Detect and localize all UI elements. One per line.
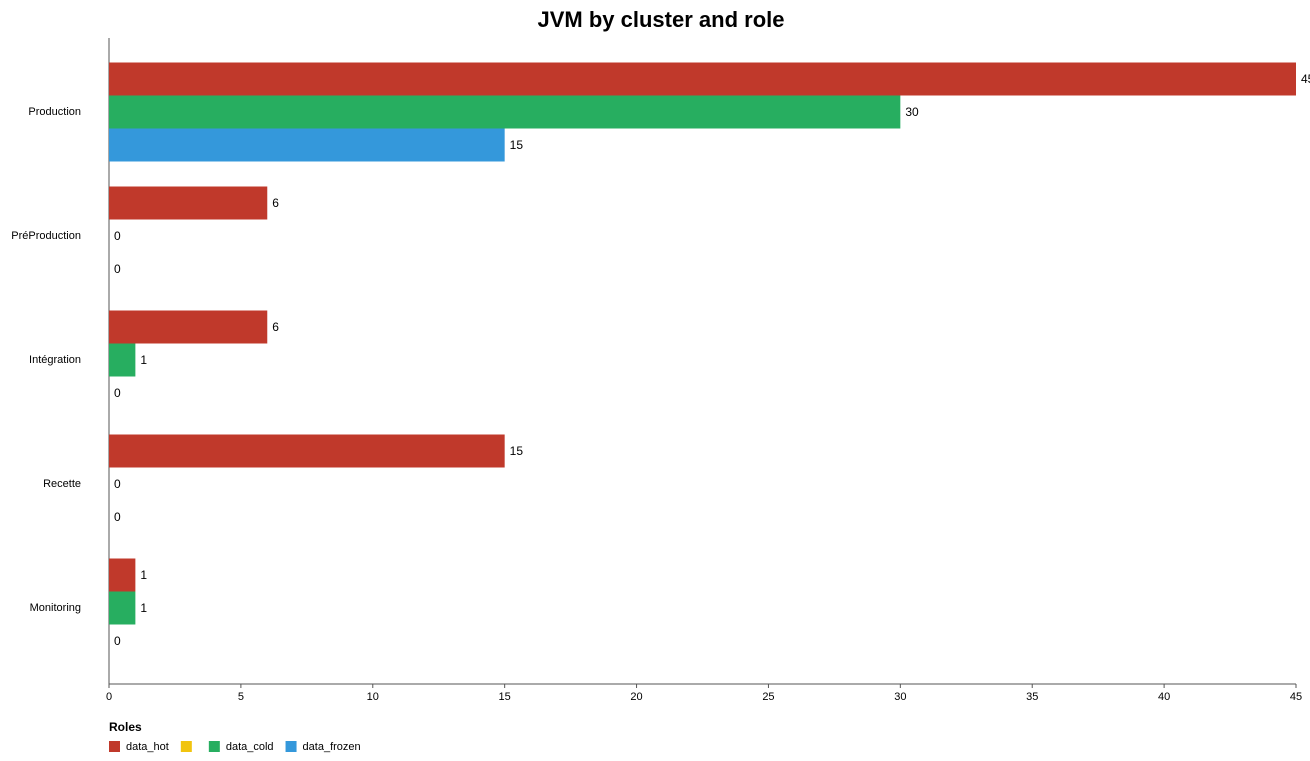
legend-label: data_cold <box>226 741 274 753</box>
bar <box>109 62 1296 96</box>
x-tick-label: 20 <box>630 691 642 703</box>
legend-swatch <box>285 741 297 752</box>
x-tick-label: 0 <box>106 691 112 703</box>
value-label: 1 <box>140 568 147 582</box>
bar <box>109 310 268 344</box>
value-label: 45 <box>1301 72 1310 86</box>
bar <box>109 95 901 129</box>
y-tick-label: Production <box>28 106 81 118</box>
legend-title: Roles <box>109 720 142 734</box>
value-label: 15 <box>510 444 524 458</box>
legend-swatch <box>208 741 220 752</box>
legend-label: data_hot <box>126 741 169 753</box>
x-tick-label: 5 <box>238 691 244 703</box>
y-tick-label: Monitoring <box>30 602 81 614</box>
value-label: 0 <box>114 510 121 524</box>
value-label: 0 <box>114 229 121 243</box>
legend-label: data_frozen <box>303 741 361 753</box>
legend-swatch <box>109 741 120 752</box>
bar <box>109 558 136 592</box>
bar <box>109 434 505 468</box>
value-label: 0 <box>114 386 121 400</box>
x-tick-label: 40 <box>1158 691 1170 703</box>
bar <box>109 591 136 625</box>
value-label: 6 <box>272 196 279 210</box>
value-label: 0 <box>114 634 121 648</box>
value-label: 30 <box>905 105 919 119</box>
value-label: 1 <box>140 353 147 367</box>
x-tick-label: 10 <box>367 691 379 703</box>
x-tick-label: 35 <box>1026 691 1038 703</box>
value-label: 1 <box>140 601 147 615</box>
bar <box>109 343 136 377</box>
x-tick-label: 30 <box>894 691 906 703</box>
y-tick-label: Intégration <box>29 354 81 366</box>
value-label: 6 <box>272 320 279 334</box>
chart-title: JVM by cluster and role <box>538 7 785 32</box>
y-tick-label: PréProduction <box>11 230 81 242</box>
value-label: 0 <box>114 477 121 491</box>
x-tick-label: 25 <box>762 691 774 703</box>
x-tick-label: 15 <box>499 691 511 703</box>
bar <box>109 186 268 220</box>
x-tick-label: 45 <box>1290 691 1302 703</box>
value-label: 0 <box>114 262 121 276</box>
y-tick-label: Recette <box>43 478 81 490</box>
legend-swatch <box>180 741 192 752</box>
value-label: 15 <box>510 138 524 152</box>
bar <box>109 128 505 162</box>
